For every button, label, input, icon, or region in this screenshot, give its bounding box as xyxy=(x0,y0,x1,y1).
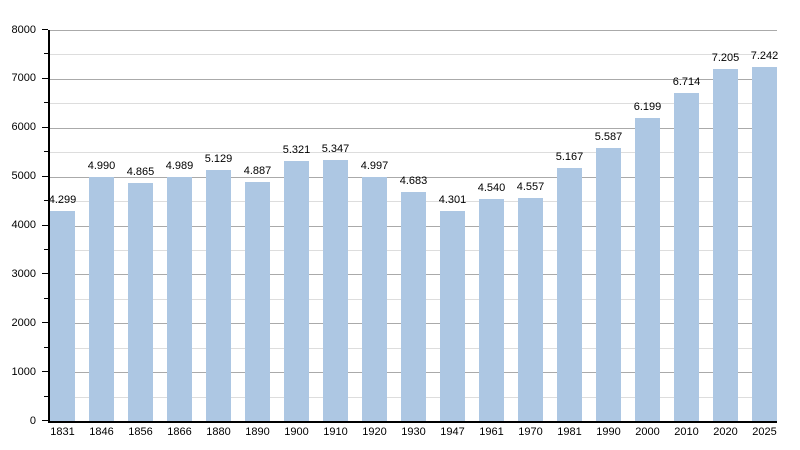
x-tick-label-1910: 1910 xyxy=(323,426,348,438)
bar-1961 xyxy=(479,199,504,421)
bar-value-label: 5.167 xyxy=(555,151,584,164)
bar-1930 xyxy=(401,192,426,421)
y-axis-tick xyxy=(42,371,48,373)
bar-value-label: 7.205 xyxy=(711,51,740,64)
bar-1890 xyxy=(245,182,270,421)
bar-1981 xyxy=(557,168,582,421)
bar-value-label: 4.301 xyxy=(438,193,467,206)
y-axis-tick xyxy=(42,224,48,226)
bar-1880 xyxy=(206,170,231,421)
x-tick-label-2000: 2000 xyxy=(635,426,660,438)
y-axis-tick xyxy=(44,248,48,250)
y-tick-label: 7000 xyxy=(11,72,36,85)
x-tick-label-1981: 1981 xyxy=(557,426,582,438)
y-axis-tick xyxy=(42,420,48,421)
bar-value-label: 4.557 xyxy=(516,181,545,194)
bar-value-label: 5.321 xyxy=(282,143,311,156)
y-axis-tick xyxy=(44,53,48,55)
bar-value-label: 5.587 xyxy=(594,130,623,143)
x-tick-label-2025: 2025 xyxy=(752,426,777,438)
y-axis-tick xyxy=(44,200,48,202)
y-axis-tick xyxy=(44,102,48,104)
y-tick-label: 6000 xyxy=(11,121,36,134)
bar-1831 xyxy=(50,210,75,421)
x-tick-label-1890: 1890 xyxy=(245,426,270,438)
y-axis-tick xyxy=(44,297,48,299)
x-tick-label-1970: 1970 xyxy=(518,426,543,438)
bar-1900 xyxy=(284,160,309,421)
x-tick-label-1880: 1880 xyxy=(206,426,231,438)
minor-gridline xyxy=(50,54,777,56)
bar-value-label: 4.989 xyxy=(165,160,194,173)
major-gridline xyxy=(50,176,777,178)
y-axis-tick xyxy=(44,395,48,397)
y-tick-label: 5000 xyxy=(11,170,36,183)
bar-value-label: 4.540 xyxy=(477,182,506,195)
x-tick-label-2010: 2010 xyxy=(674,426,699,438)
bar-1920 xyxy=(362,176,387,421)
bar-1846 xyxy=(89,177,114,421)
y-tick-label: 8000 xyxy=(11,23,36,36)
minor-gridline xyxy=(50,103,777,105)
bar-2000 xyxy=(635,118,660,421)
bar-value-label: 5.129 xyxy=(204,153,233,166)
x-tick-label-2020: 2020 xyxy=(713,426,738,438)
x-tick-label-1900: 1900 xyxy=(284,426,309,438)
x-tick-label-1947: 1947 xyxy=(440,426,465,438)
plot-area: 4.299 4.990 4.865 4.989 5.129 4.887 5.321 5.347… xyxy=(48,30,779,423)
y-tick-label: 1000 xyxy=(11,365,36,378)
bar-value-label: 4.990 xyxy=(87,160,116,173)
y-axis-tick xyxy=(42,126,48,128)
bar-value-label: 6.199 xyxy=(633,101,662,114)
major-gridline xyxy=(50,78,777,80)
x-tick-label-1990: 1990 xyxy=(596,426,621,438)
bar-value-label: 6.714 xyxy=(672,75,701,88)
bar-1866 xyxy=(167,177,192,421)
bar-value-label: 4.865 xyxy=(126,166,155,179)
y-axis-tick xyxy=(44,151,48,153)
bar-value-label: 7.242 xyxy=(750,50,779,63)
bar-value-label: 4.997 xyxy=(360,159,389,172)
y-axis-tick xyxy=(42,29,48,30)
bar-2020 xyxy=(713,68,738,421)
bar-2025 xyxy=(752,67,777,421)
x-tick-label-1930: 1930 xyxy=(401,426,426,438)
y-axis-tick xyxy=(42,273,48,275)
x-tick-label-1856: 1856 xyxy=(128,426,153,438)
y-tick-label: 0 xyxy=(29,414,36,427)
bar-1990 xyxy=(596,147,621,421)
x-tick-label-1961: 1961 xyxy=(479,426,504,438)
x-tick-label-1920: 1920 xyxy=(362,426,387,438)
y-axis-tick xyxy=(42,322,48,324)
bar-2010 xyxy=(674,92,699,421)
bar-value-label: 5.347 xyxy=(321,142,350,155)
y-tick-label: 4000 xyxy=(11,219,36,231)
x-axis: 1831 1846 1856 1866 1880 1890 1900 1910 1920 1930… xyxy=(50,424,777,444)
major-gridline xyxy=(50,127,777,129)
bar-value-label: 4.887 xyxy=(243,165,272,178)
x-tick-label-1866: 1866 xyxy=(167,426,192,438)
bar-value-label: 4.299 xyxy=(48,193,77,206)
minor-gridline xyxy=(50,152,777,154)
y-axis-tick xyxy=(42,175,48,177)
y-axis-tick xyxy=(44,346,48,348)
bar-1970 xyxy=(518,198,543,421)
y-tick-label: 3000 xyxy=(11,267,36,280)
bar-1856 xyxy=(128,183,153,421)
y-tick-label: 2000 xyxy=(11,316,36,329)
x-tick-label-1846: 1846 xyxy=(89,426,114,438)
bar-value-label: 4.683 xyxy=(399,175,428,188)
major-gridline xyxy=(50,30,777,31)
bar-1910 xyxy=(323,159,348,421)
y-axis-tick xyxy=(42,77,48,79)
bar-1947 xyxy=(440,210,465,421)
x-tick-label-1831: 1831 xyxy=(50,426,75,438)
y-axis: 0 1000 2000 3000 4000 5000 6000 7000 8000 xyxy=(0,24,48,427)
